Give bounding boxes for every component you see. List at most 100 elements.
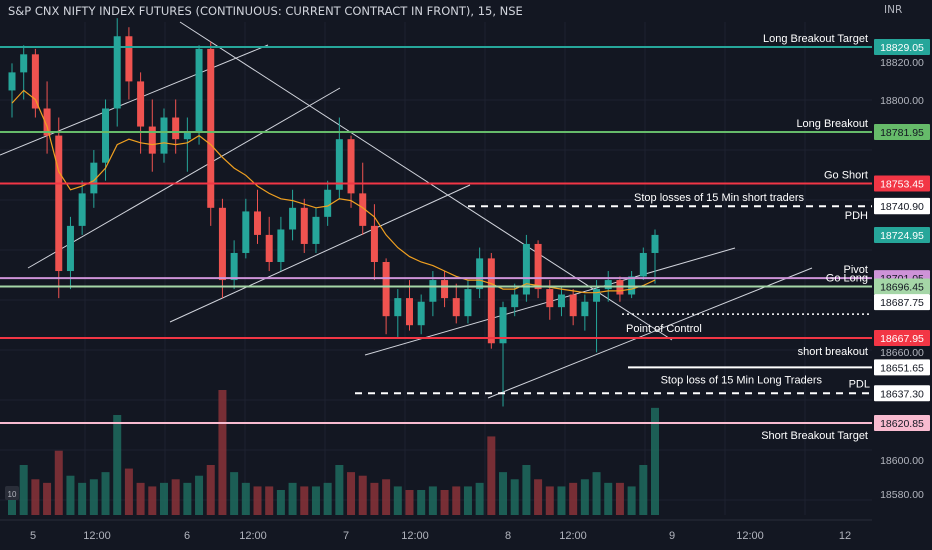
x-tick-label: 5: [30, 530, 36, 542]
level-label: Go Short: [824, 170, 868, 182]
price-tag[interactable]: [874, 278, 930, 295]
level-label: Stop loss of 15 Min Long Traders: [661, 374, 823, 386]
x-tick-label: 7: [343, 530, 349, 542]
volume-bar: [335, 465, 344, 515]
level-label: Pivot: [844, 264, 868, 276]
volume-bar: [171, 479, 180, 515]
candle-body: [417, 301, 425, 326]
candle-body: [569, 294, 577, 317]
candle-body: [137, 81, 145, 127]
trend-line[interactable]: [487, 267, 813, 399]
candle-body: [125, 36, 133, 82]
volume-bar: [31, 479, 40, 515]
level-lines[interactable]: Long Breakout Target Long Breakout Go Shor…: [0, 33, 872, 442]
y-tick-label: 18660.00: [880, 347, 924, 359]
candle-body: [113, 36, 121, 109]
candle-body: [43, 108, 51, 136]
volume-bar: [440, 490, 449, 515]
candle-body: [289, 207, 297, 230]
time-axis[interactable]: 5 12:00 6 12:00 7 12:00 8 12:00 9 12:00 12: [0, 519, 872, 542]
volume-bar: [499, 472, 508, 515]
y-tick-label: 18600.00: [880, 455, 924, 467]
volume-bar: [569, 482, 578, 515]
level-label: short breakout: [798, 346, 868, 358]
candle-body: [534, 243, 542, 290]
price-tag[interactable]: [874, 329, 930, 346]
price-axis[interactable]: 18829.0518781.9518753.4518741.1018740.90…: [872, 0, 932, 550]
x-tick-label: 9: [669, 530, 675, 542]
candle-body: [254, 211, 262, 235]
price-tag-label: 18829.05: [880, 42, 924, 54]
volume-bar: [253, 486, 262, 515]
volume-bar: [370, 482, 379, 515]
x-tick-label: 12: [839, 530, 851, 542]
volume-bar: [557, 486, 566, 515]
volume-bar: [358, 475, 367, 515]
volume-bar: [475, 482, 484, 515]
volume-bar: [580, 479, 589, 515]
candle-body: [394, 298, 402, 317]
price-tag[interactable]: [874, 39, 930, 55]
volume-bar: [522, 465, 531, 515]
volume-bar: [347, 472, 356, 515]
candle-body: [218, 207, 226, 281]
volume-bar: [218, 390, 227, 515]
volume-bar: [382, 479, 391, 515]
trend-line[interactable]: [0, 44, 269, 156]
candle-body: [160, 117, 168, 154]
level-label: PDH: [845, 210, 868, 222]
volume-bar: [592, 472, 601, 515]
candle-body: [382, 261, 390, 317]
volume-bar: [66, 475, 75, 515]
x-tick-label: 8: [505, 530, 511, 542]
price-tag[interactable]: [874, 175, 930, 192]
currency-label: INR: [884, 4, 903, 16]
y-tick-label: 18820.00: [880, 57, 924, 69]
trend-line[interactable]: [169, 184, 471, 323]
candle-body: [195, 48, 203, 132]
candle-body: [312, 216, 320, 244]
price-tag[interactable]: [874, 385, 930, 402]
trend-line[interactable]: [27, 87, 341, 269]
volume-bar: [43, 482, 52, 515]
volume-badge: [5, 486, 19, 500]
candle-body: [207, 48, 215, 208]
price-tag-label: 18667.95: [880, 333, 924, 345]
volume-bar: [393, 486, 402, 515]
volume-bar: [627, 486, 636, 515]
candle-body: [172, 117, 180, 140]
level-label: Short Breakout Target: [761, 430, 868, 442]
candle-body: [90, 162, 98, 194]
price-tag-label: 18753.45: [880, 179, 924, 191]
volume-bar: [136, 482, 145, 515]
price-tag[interactable]: [874, 294, 930, 311]
symbol-title: S&P CNX NIFTY INDEX FUTURES (CONTINUOUS:…: [8, 4, 523, 18]
x-tick-label: 12:00: [83, 530, 111, 542]
price-tag[interactable]: [874, 124, 930, 141]
volume-badge-label: 10: [8, 490, 17, 499]
candle-body: [324, 189, 332, 217]
candle-body: [651, 234, 659, 253]
volume-bar: [405, 490, 414, 515]
level-label: Point of Control: [626, 323, 702, 335]
candle-body: [8, 72, 16, 91]
volume-bar: [604, 482, 613, 515]
candle-body: [604, 280, 612, 290]
candle-body: [277, 229, 285, 262]
volume-bar: [265, 486, 274, 515]
price-tag-label: 18651.65: [880, 362, 924, 374]
candle-body: [55, 135, 63, 272]
candle-body: [370, 225, 378, 262]
price-tag[interactable]: [874, 227, 930, 243]
price-tag[interactable]: [874, 359, 930, 376]
candle-body: [230, 252, 238, 281]
volume-bar: [19, 465, 28, 515]
x-tick-label: 6: [184, 530, 190, 542]
candlesticks: [8, 18, 659, 407]
candle-body: [581, 301, 589, 317]
price-tag[interactable]: [874, 415, 930, 431]
price-tag[interactable]: [874, 198, 930, 215]
volume-bar: [510, 479, 519, 515]
volume-bar: [452, 486, 461, 515]
